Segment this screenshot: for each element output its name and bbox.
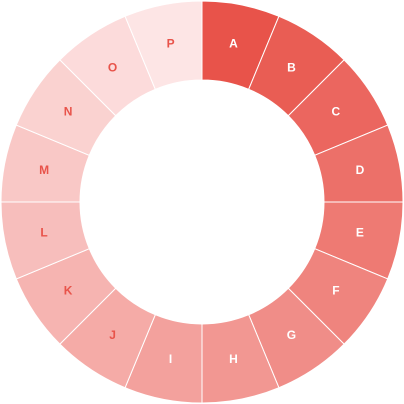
segment-label: G (287, 328, 296, 342)
segment-label: E (356, 226, 364, 240)
segment-label: M (39, 163, 49, 177)
segment-label: N (64, 105, 73, 119)
segment-label: O (108, 60, 117, 74)
segment-label: H (229, 352, 238, 366)
segment-label: J (109, 328, 116, 342)
segment-label: L (40, 226, 47, 240)
segment-label: C (332, 105, 341, 119)
segment-label: K (64, 284, 73, 298)
segment-label: P (167, 36, 175, 50)
segment-label: I (169, 352, 172, 366)
segment-label: B (287, 60, 296, 74)
segment-label: A (229, 36, 238, 50)
segment-label: D (356, 163, 365, 177)
donut-segment (124, 0, 203, 90)
segment-label: F (332, 284, 339, 298)
